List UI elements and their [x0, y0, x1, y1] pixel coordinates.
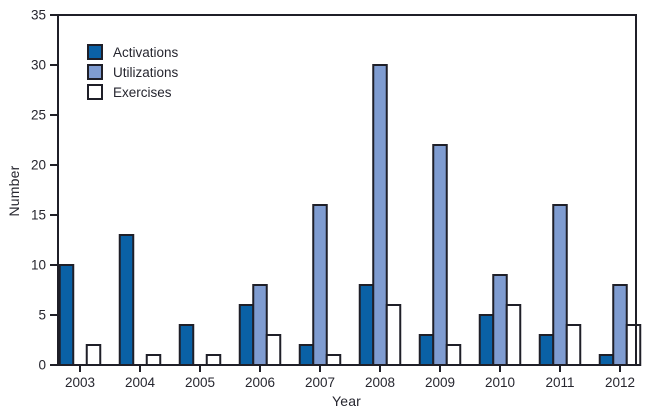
bar-activations-2005	[178, 324, 195, 366]
y-tick-label: 30	[31, 58, 46, 73]
bar-utilizations-2011	[552, 204, 568, 366]
y-tick-label: 0	[38, 358, 46, 373]
y-tick-label: 10	[31, 258, 46, 273]
bar-exercises-2004	[145, 354, 162, 366]
bar-utilizations-2012	[612, 284, 628, 366]
plot-frame	[57, 14, 637, 366]
x-tick-label: 2007	[305, 375, 335, 390]
x-tick-label: 2008	[365, 375, 395, 390]
y-tick-label: 25	[31, 108, 46, 123]
bar-activations-2006	[238, 304, 255, 366]
bar-utilizations-2009	[432, 144, 448, 366]
bar-utilizations-2007	[312, 204, 328, 366]
bar-utilizations-2006	[252, 284, 268, 366]
bar-exercises-2005	[205, 354, 222, 366]
bar-activations-2004	[118, 234, 135, 366]
x-tick-label: 2011	[545, 375, 574, 390]
legend-swatch-exercises	[87, 84, 103, 100]
bar-exercises-2012	[625, 324, 642, 366]
bar-activations-2007	[298, 344, 315, 366]
bar-exercises-2006	[265, 334, 282, 366]
legend-swatch-activations	[87, 44, 103, 60]
bar-exercises-2010	[505, 304, 522, 366]
y-axis-title: Number	[6, 165, 22, 217]
legend-item-activations: Activations	[87, 42, 178, 62]
x-tick-label: 2010	[485, 375, 515, 390]
x-tick-label: 2005	[185, 375, 215, 390]
bar-utilizations-2010	[492, 274, 508, 366]
bar-activations-2003	[58, 264, 75, 366]
y-tick-label: 35	[31, 8, 46, 23]
x-tick-label: 2006	[245, 375, 275, 390]
legend-label-exercises: Exercises	[113, 84, 172, 100]
y-tick-label: 5	[38, 308, 46, 323]
bar-exercises-2007	[325, 354, 342, 366]
x-tick-label: 2003	[65, 375, 95, 390]
x-tick-label: 2012	[605, 375, 635, 390]
bar-activations-2009	[418, 334, 435, 366]
legend-item-utilizations: Utilizations	[87, 62, 178, 82]
legend-label-utilizations: Utilizations	[113, 64, 179, 80]
bar-exercises-2003	[85, 344, 102, 366]
bar-activations-2012	[598, 354, 615, 366]
bar-exercises-2009	[445, 344, 462, 366]
legend-label-activations: Activations	[113, 44, 179, 60]
y-tick-label: 20	[31, 158, 46, 173]
x-axis-title: Year	[331, 393, 362, 409]
legend-item-exercises: Exercises	[87, 82, 178, 102]
y-tick-label: 15	[31, 208, 46, 223]
legend: Activations Utilizations Exercises	[87, 42, 178, 102]
bar-activations-2008	[358, 284, 375, 366]
x-tick-label: 2004	[125, 375, 156, 390]
bar-activations-2011	[538, 334, 555, 366]
bar-utilizations-2008	[372, 64, 388, 366]
bar-exercises-2008	[385, 304, 402, 366]
legend-swatch-utilizations	[87, 64, 103, 80]
bar-activations-2010	[478, 314, 495, 366]
x-tick-label: 2009	[425, 375, 455, 390]
bar-exercises-2011	[565, 324, 582, 366]
